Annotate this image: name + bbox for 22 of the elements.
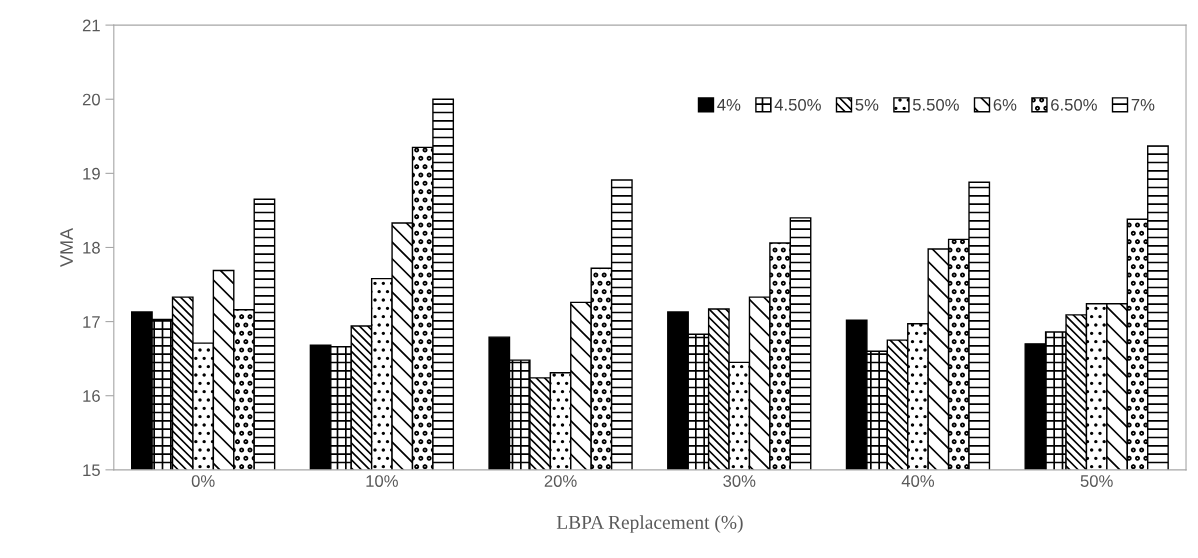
x-tick-label: 30% xyxy=(723,475,756,487)
y-tick-label: 15 xyxy=(83,464,100,477)
x-tick-label: 20% xyxy=(544,475,577,487)
x-axis-title: LBPA Replacement (%) xyxy=(556,515,743,533)
legend-label: 6% xyxy=(993,98,1017,111)
y-tick-label: 20 xyxy=(82,93,100,106)
y-tick-label: 16 xyxy=(83,390,100,402)
legend-label: 4% xyxy=(717,99,741,111)
x-tick-label: 10% xyxy=(366,475,398,487)
legend-label: 4.50% xyxy=(774,98,821,111)
y-axis-title: VMA xyxy=(60,227,73,267)
legend-label: 5% xyxy=(855,99,879,111)
legend-label: 6.50% xyxy=(1051,98,1097,111)
x-tick-label: 50% xyxy=(1080,475,1113,487)
y-tick-label: 21 xyxy=(82,19,100,32)
y-tick-label: 18 xyxy=(83,241,100,254)
x-tick-label: 0% xyxy=(191,475,215,487)
legend-label: 7% xyxy=(1131,99,1155,111)
y-tick-label: 17 xyxy=(83,316,100,328)
legend-label: 5.50% xyxy=(912,98,959,111)
y-tick-label: 19 xyxy=(83,167,100,180)
x-tick-label: 40% xyxy=(901,475,935,487)
